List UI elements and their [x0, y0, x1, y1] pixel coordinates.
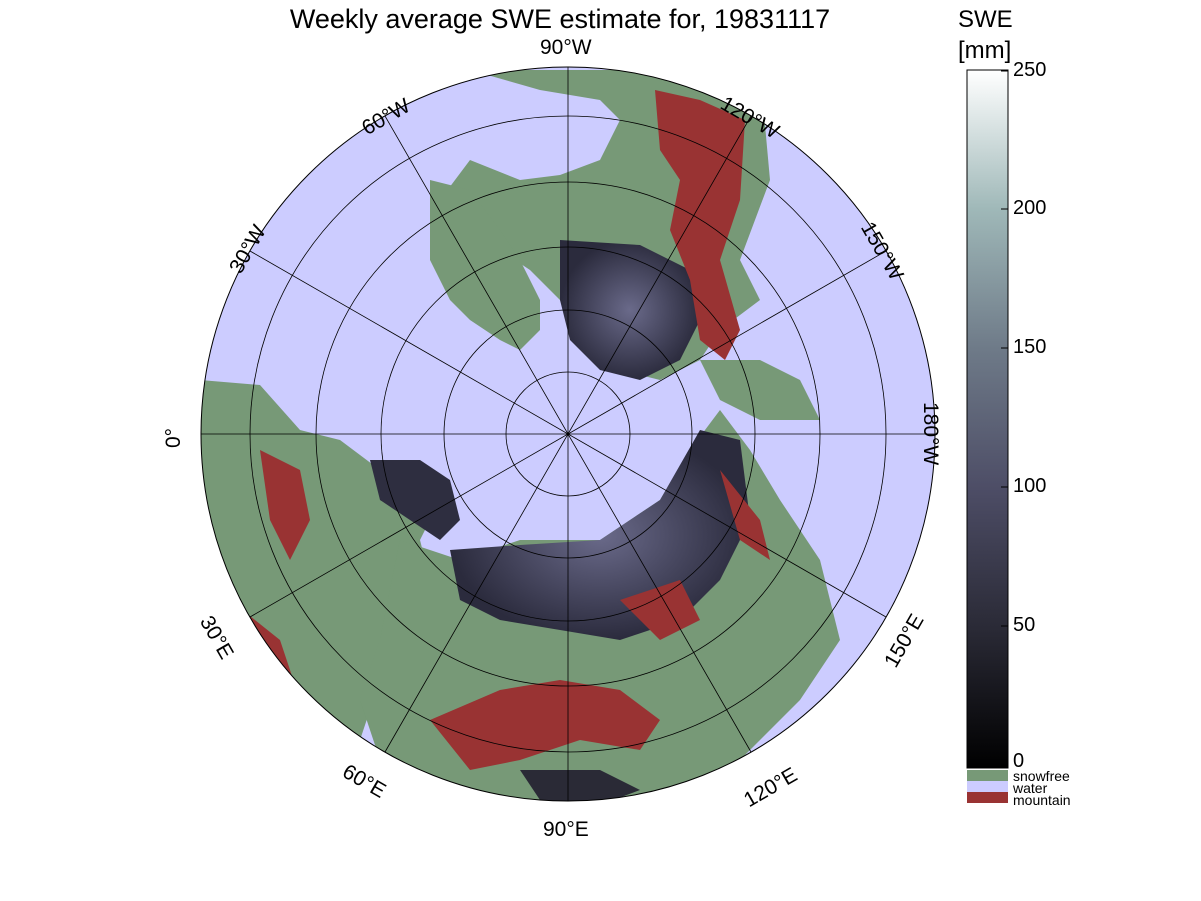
colorbar-tick-label: 50: [1013, 614, 1036, 636]
legend-label-snowfree: snowfree: [1013, 768, 1070, 784]
colorbar-title-line2: [mm]: [958, 37, 1012, 64]
canada-snow-cover: [560, 240, 700, 380]
map-boundary: [200, 66, 936, 802]
snowfree-swatch: [967, 770, 1008, 781]
water-swatch: [967, 781, 1008, 792]
legend-label-mountain: mountain: [1013, 792, 1071, 808]
asia-south-snow: [520, 770, 640, 801]
asia-mountains: [430, 470, 770, 770]
colorbar-title: SWE [mm]: [958, 4, 1013, 66]
lon-label-90w: 90°W: [540, 36, 592, 59]
colorbar-title-line1: SWE: [958, 6, 1013, 33]
alaska-land: [700, 360, 820, 420]
colorbar-tick-label: 250: [1013, 59, 1047, 81]
meridian-lines: [201, 67, 935, 801]
arctic-islands-land: [430, 180, 540, 350]
rockies-mountain: [655, 90, 745, 360]
figure-title: Weekly average SWE estimate for, 1983111…: [289, 4, 831, 34]
legend-label-water: water: [1013, 780, 1048, 796]
colorbar-tick-label: 150: [1013, 336, 1047, 358]
colorbar-tick-label: 100: [1013, 475, 1047, 497]
lon-label-0: 0°: [162, 427, 185, 448]
colorbar-tick-label: 0: [1013, 750, 1025, 772]
swe-colorbar: [966, 69, 1009, 769]
map-disc: [201, 67, 935, 801]
mountain-swatch: [967, 792, 1008, 803]
colorbar-tick-label: 200: [1013, 197, 1047, 219]
colorbar-tick-marks: [1001, 70, 1008, 766]
scandinavia-snow: [370, 460, 460, 540]
lon-label-180w: 180°W: [919, 402, 942, 466]
lon-label-90e: 90°E: [543, 818, 589, 841]
